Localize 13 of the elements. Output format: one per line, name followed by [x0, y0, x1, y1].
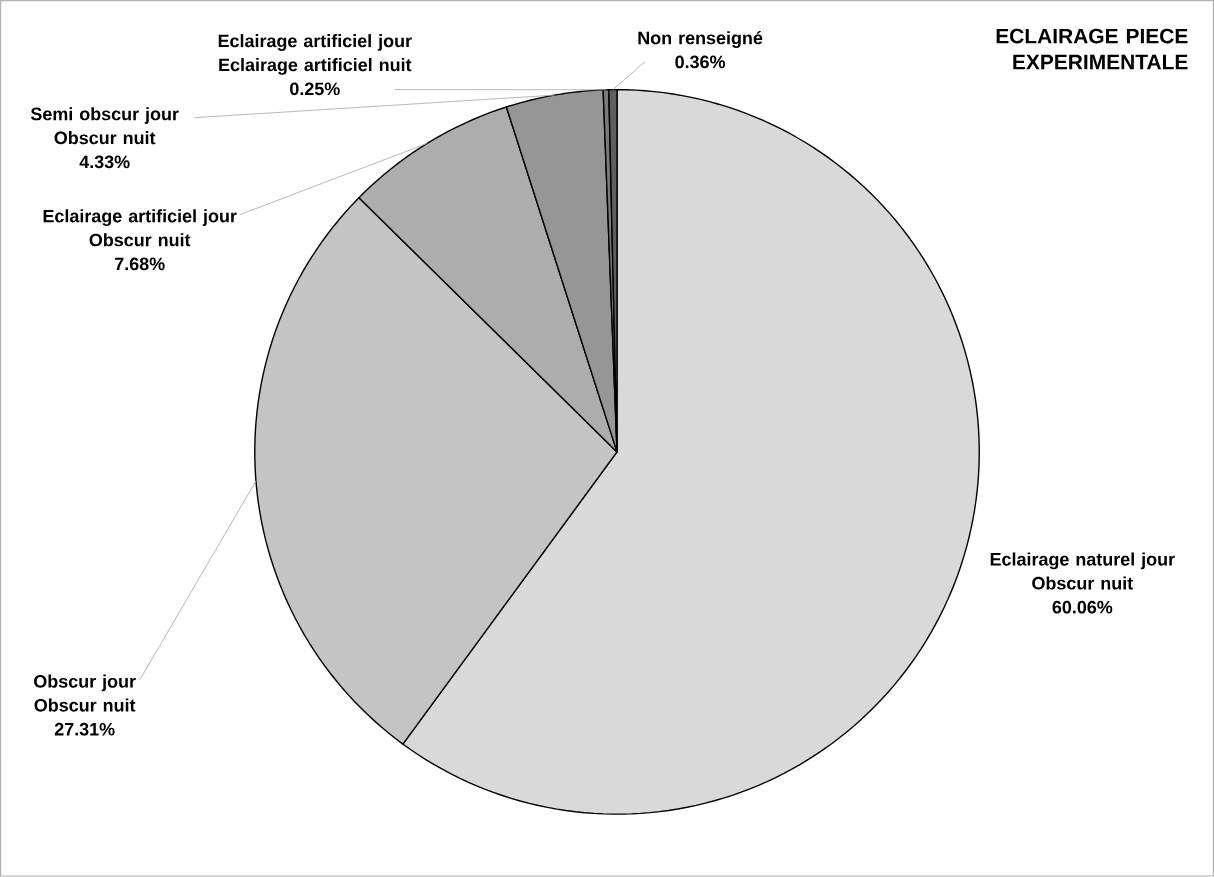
slice-label: Obscur jour Obscur nuit	[34, 674, 136, 712]
slice-label: Eclairage artificiel jour Eclairage artificiel nuit	[218, 34, 412, 75]
slice-label: Non renseigné	[638, 31, 763, 49]
slice-label: Eclairage artificiel jour Obscur nuit	[43, 209, 237, 247]
data-label: 4.33%	[79, 155, 130, 169]
slice-label: Eclairage naturel jour Obscur nuit	[990, 552, 1175, 590]
data-label: 60.06%	[1052, 600, 1113, 614]
data-label: 7.68%	[115, 257, 165, 271]
data-label: 0.36%	[675, 55, 726, 69]
data-label: 0.25%	[290, 82, 340, 96]
data-label: 27.31%	[54, 722, 115, 736]
chart-title: ECLAIRAGE PIECE EXPERIMENTALE	[996, 28, 1188, 70]
slice-label: Semi obscur jour Obscur nuit	[30, 107, 179, 145]
